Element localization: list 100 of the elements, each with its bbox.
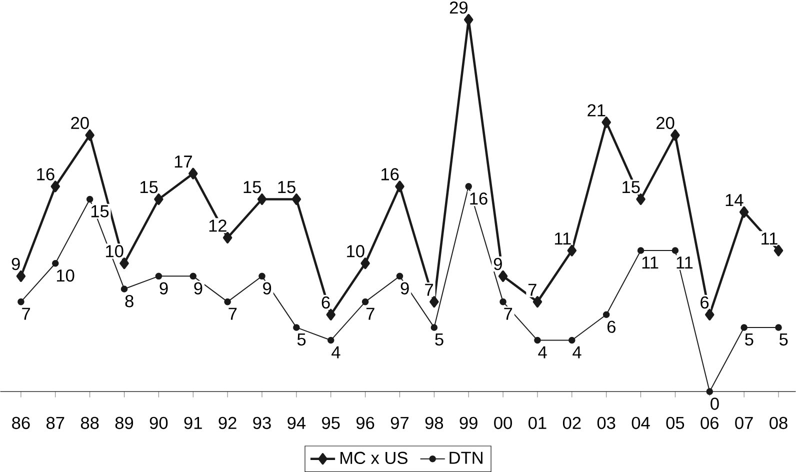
point bbox=[155, 272, 162, 280]
data-label: 9 bbox=[12, 258, 20, 270]
data-label: 5 bbox=[745, 334, 754, 346]
data-label: 16 bbox=[37, 168, 54, 180]
point bbox=[430, 296, 439, 308]
data-label: 21 bbox=[588, 104, 606, 116]
x-tick-label: 08 bbox=[770, 416, 788, 430]
point bbox=[672, 247, 679, 254]
point bbox=[86, 196, 94, 203]
data-label: 9 bbox=[494, 258, 502, 270]
x-tick-label: 89 bbox=[115, 416, 134, 430]
point bbox=[362, 298, 369, 306]
data-label: 11 bbox=[642, 256, 658, 268]
data-label: 7 bbox=[425, 284, 434, 296]
data-label: 11 bbox=[676, 256, 693, 268]
data-label: 29 bbox=[450, 1, 468, 14]
x-tick-label: 06 bbox=[700, 416, 718, 430]
data-label: 7 bbox=[366, 308, 374, 320]
point bbox=[293, 324, 300, 331]
point bbox=[498, 270, 508, 282]
data-label: 15 bbox=[622, 181, 640, 194]
point bbox=[636, 193, 646, 205]
point bbox=[222, 232, 232, 244]
point bbox=[16, 270, 26, 282]
point bbox=[567, 244, 577, 256]
x-tick-label: 86 bbox=[12, 416, 30, 430]
x-tick-label: 87 bbox=[46, 416, 64, 430]
point bbox=[292, 193, 302, 205]
data-label: 5 bbox=[780, 334, 788, 346]
data-label: 14 bbox=[726, 194, 744, 206]
x-tick-label: 94 bbox=[288, 416, 306, 430]
x-tick-label: 96 bbox=[356, 416, 374, 430]
x-tick-label: 95 bbox=[322, 416, 340, 430]
point bbox=[327, 336, 334, 344]
data-label: 4 bbox=[538, 346, 547, 358]
point bbox=[190, 272, 197, 280]
data-label: 6 bbox=[608, 320, 616, 333]
x-tick-label: 05 bbox=[666, 416, 684, 430]
point bbox=[18, 298, 24, 306]
data-label: 10 bbox=[347, 245, 364, 258]
point bbox=[568, 336, 576, 344]
data-label: 16 bbox=[470, 192, 488, 205]
data-label: 10 bbox=[56, 269, 74, 282]
data-label: 10 bbox=[106, 245, 124, 258]
data-label: 9 bbox=[194, 282, 202, 294]
data-label: 4 bbox=[572, 346, 582, 358]
data-label: 11 bbox=[762, 232, 778, 244]
data-label: 20 bbox=[656, 116, 674, 130]
point bbox=[670, 129, 680, 141]
x-tick-label: 03 bbox=[597, 416, 616, 430]
data-label: 15 bbox=[91, 205, 109, 218]
x-tick-label: 91 bbox=[184, 416, 202, 430]
point bbox=[188, 168, 198, 180]
data-label: 9 bbox=[263, 282, 272, 294]
data-label: 0 bbox=[710, 398, 719, 410]
point bbox=[705, 308, 714, 320]
point bbox=[395, 180, 404, 192]
point bbox=[774, 244, 784, 256]
data-label: 17 bbox=[174, 156, 192, 168]
x-tick-label: 92 bbox=[218, 416, 236, 430]
x-tick-label: 01 bbox=[528, 416, 546, 430]
x-tick-label: 02 bbox=[562, 416, 581, 430]
point bbox=[532, 296, 542, 308]
point bbox=[739, 206, 749, 218]
point bbox=[464, 14, 474, 26]
data-label: 6 bbox=[322, 296, 330, 309]
data-label: 7 bbox=[528, 284, 536, 296]
point bbox=[257, 193, 267, 205]
data-label: 5 bbox=[435, 334, 444, 346]
point bbox=[50, 180, 60, 192]
data-label: 7 bbox=[228, 308, 237, 320]
point bbox=[52, 260, 59, 267]
point bbox=[396, 272, 404, 280]
x-tick-label: 97 bbox=[390, 416, 408, 430]
data-label: 7 bbox=[504, 308, 512, 320]
point bbox=[740, 324, 748, 331]
point bbox=[120, 286, 128, 292]
x-tick-label: 04 bbox=[632, 416, 650, 430]
point bbox=[326, 308, 336, 320]
x-tick-label: 07 bbox=[735, 416, 753, 430]
data-label: 11 bbox=[554, 232, 571, 244]
data-label: 16 bbox=[382, 168, 399, 180]
point bbox=[85, 129, 94, 141]
point bbox=[602, 116, 611, 128]
point bbox=[465, 183, 472, 190]
data-label: 12 bbox=[209, 220, 226, 232]
data-label: 20 bbox=[71, 116, 89, 130]
point bbox=[534, 336, 541, 344]
point bbox=[430, 324, 438, 331]
point bbox=[602, 311, 610, 318]
data-label: 15 bbox=[140, 181, 158, 194]
data-label: 15 bbox=[244, 181, 261, 194]
data-label: 8 bbox=[125, 295, 134, 308]
point bbox=[154, 193, 164, 205]
legend-label: MC x US bbox=[340, 452, 408, 464]
legend-label: DTN bbox=[450, 452, 482, 464]
data-label: 4 bbox=[332, 346, 340, 358]
point bbox=[224, 298, 231, 306]
x-tick-label: 88 bbox=[80, 416, 99, 430]
point bbox=[706, 388, 714, 395]
